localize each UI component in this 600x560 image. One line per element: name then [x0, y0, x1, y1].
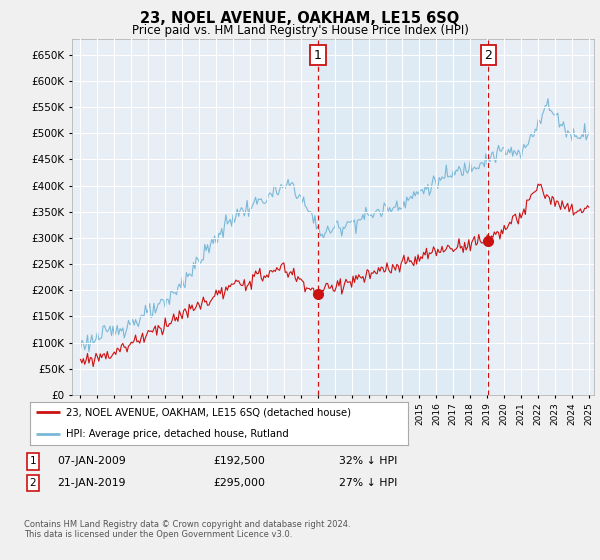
- Text: 23, NOEL AVENUE, OAKHAM, LE15 6SQ (detached house): 23, NOEL AVENUE, OAKHAM, LE15 6SQ (detac…: [66, 408, 351, 417]
- Text: Price paid vs. HM Land Registry's House Price Index (HPI): Price paid vs. HM Land Registry's House …: [131, 24, 469, 37]
- Text: 1: 1: [314, 49, 322, 62]
- Text: 07-JAN-2009: 07-JAN-2009: [57, 456, 126, 466]
- Text: £295,000: £295,000: [213, 478, 265, 488]
- Text: 21-JAN-2019: 21-JAN-2019: [57, 478, 125, 488]
- Text: 32% ↓ HPI: 32% ↓ HPI: [339, 456, 397, 466]
- Text: 1: 1: [29, 456, 37, 466]
- Text: HPI: Average price, detached house, Rutland: HPI: Average price, detached house, Rutl…: [66, 430, 289, 439]
- Text: £192,500: £192,500: [213, 456, 265, 466]
- Text: Contains HM Land Registry data © Crown copyright and database right 2024.
This d: Contains HM Land Registry data © Crown c…: [24, 520, 350, 539]
- Text: 27% ↓ HPI: 27% ↓ HPI: [339, 478, 397, 488]
- Text: 23, NOEL AVENUE, OAKHAM, LE15 6SQ: 23, NOEL AVENUE, OAKHAM, LE15 6SQ: [140, 11, 460, 26]
- Text: 2: 2: [484, 49, 492, 62]
- Text: 2: 2: [29, 478, 37, 488]
